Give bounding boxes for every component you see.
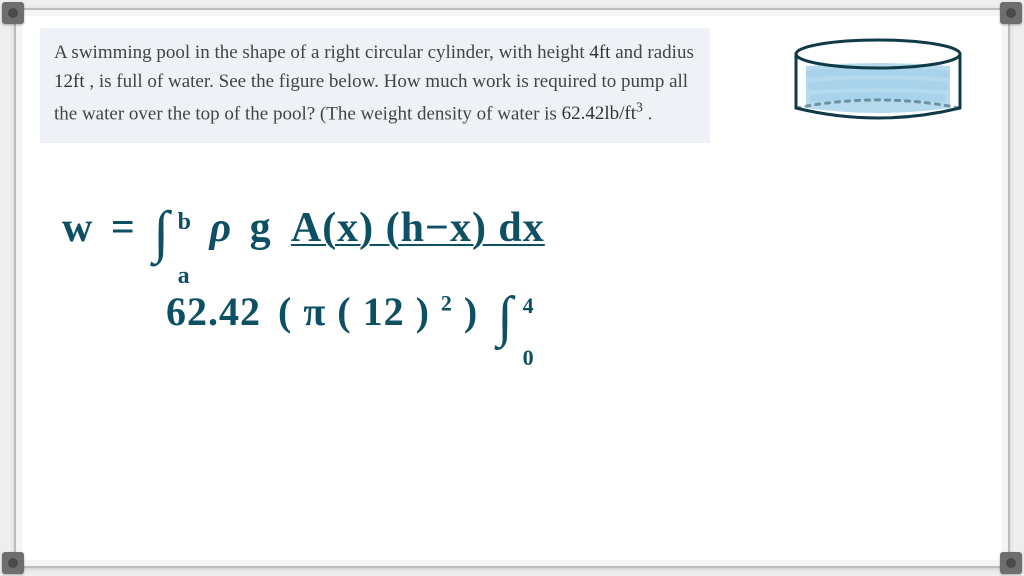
whiteboard: A swimming pool in the shape of a right …: [14, 8, 1010, 568]
w-var: w: [62, 205, 93, 251]
lower-limit-2: 0: [523, 348, 535, 368]
problem-text: .: [648, 103, 653, 124]
upper-limit-2: 4: [523, 296, 535, 316]
upper-limit: b: [178, 212, 192, 234]
height-value: 4ft: [589, 42, 610, 63]
integrand: A(x) (h−x) dx: [291, 205, 545, 251]
frame-bolt: [1000, 2, 1022, 24]
paren-open: (: [278, 289, 292, 334]
density-value: 62.42lb/ft3: [562, 103, 643, 124]
pi: π: [303, 289, 326, 334]
work-formula: w = ∫ b a ρ g A(x) (h−x) dx: [62, 198, 545, 273]
cylinder-svg: [788, 36, 968, 132]
integral-limits-2: 4 0: [523, 314, 535, 354]
equals: =: [111, 205, 136, 251]
paren-close-r: ): [416, 289, 430, 334]
water-fill: [806, 63, 950, 113]
g-var: g: [250, 205, 272, 251]
lower-limit: a: [178, 266, 192, 288]
frame-bolt: [2, 552, 24, 574]
frame-bolt: [1000, 552, 1022, 574]
problem-text: and radius: [615, 42, 694, 63]
problem-text: A swimming pool in the shape of a right …: [54, 42, 589, 63]
frame-bolt: [2, 2, 24, 24]
radius-sub: 12: [363, 289, 405, 334]
rho: ρ: [210, 205, 233, 251]
cylinder-figure: [788, 36, 968, 126]
integral-limits: b a: [178, 230, 192, 273]
paren-close: ): [464, 289, 478, 334]
integral-sign: ∫: [153, 199, 170, 264]
paren-open-r: (: [337, 289, 351, 334]
squared: 2: [441, 291, 453, 316]
integral-sign-2: ∫: [497, 286, 513, 348]
density-const: 62.42: [166, 289, 261, 334]
problem-statement: A swimming pool in the shape of a right …: [40, 28, 710, 143]
work-substituted: 62.42 ( π ( 12 ) 2 ) ∫ 4 0: [166, 285, 535, 354]
radius-value: 12ft: [54, 71, 85, 92]
